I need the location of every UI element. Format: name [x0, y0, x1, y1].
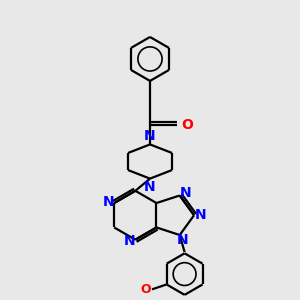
Text: N: N	[179, 186, 191, 200]
Text: N: N	[176, 233, 188, 247]
Text: N: N	[144, 129, 156, 143]
Text: O: O	[181, 118, 193, 132]
Text: O: O	[140, 283, 151, 296]
Text: N: N	[103, 195, 115, 209]
Text: N: N	[144, 180, 156, 194]
Text: N: N	[194, 208, 206, 222]
Text: N: N	[124, 234, 136, 248]
